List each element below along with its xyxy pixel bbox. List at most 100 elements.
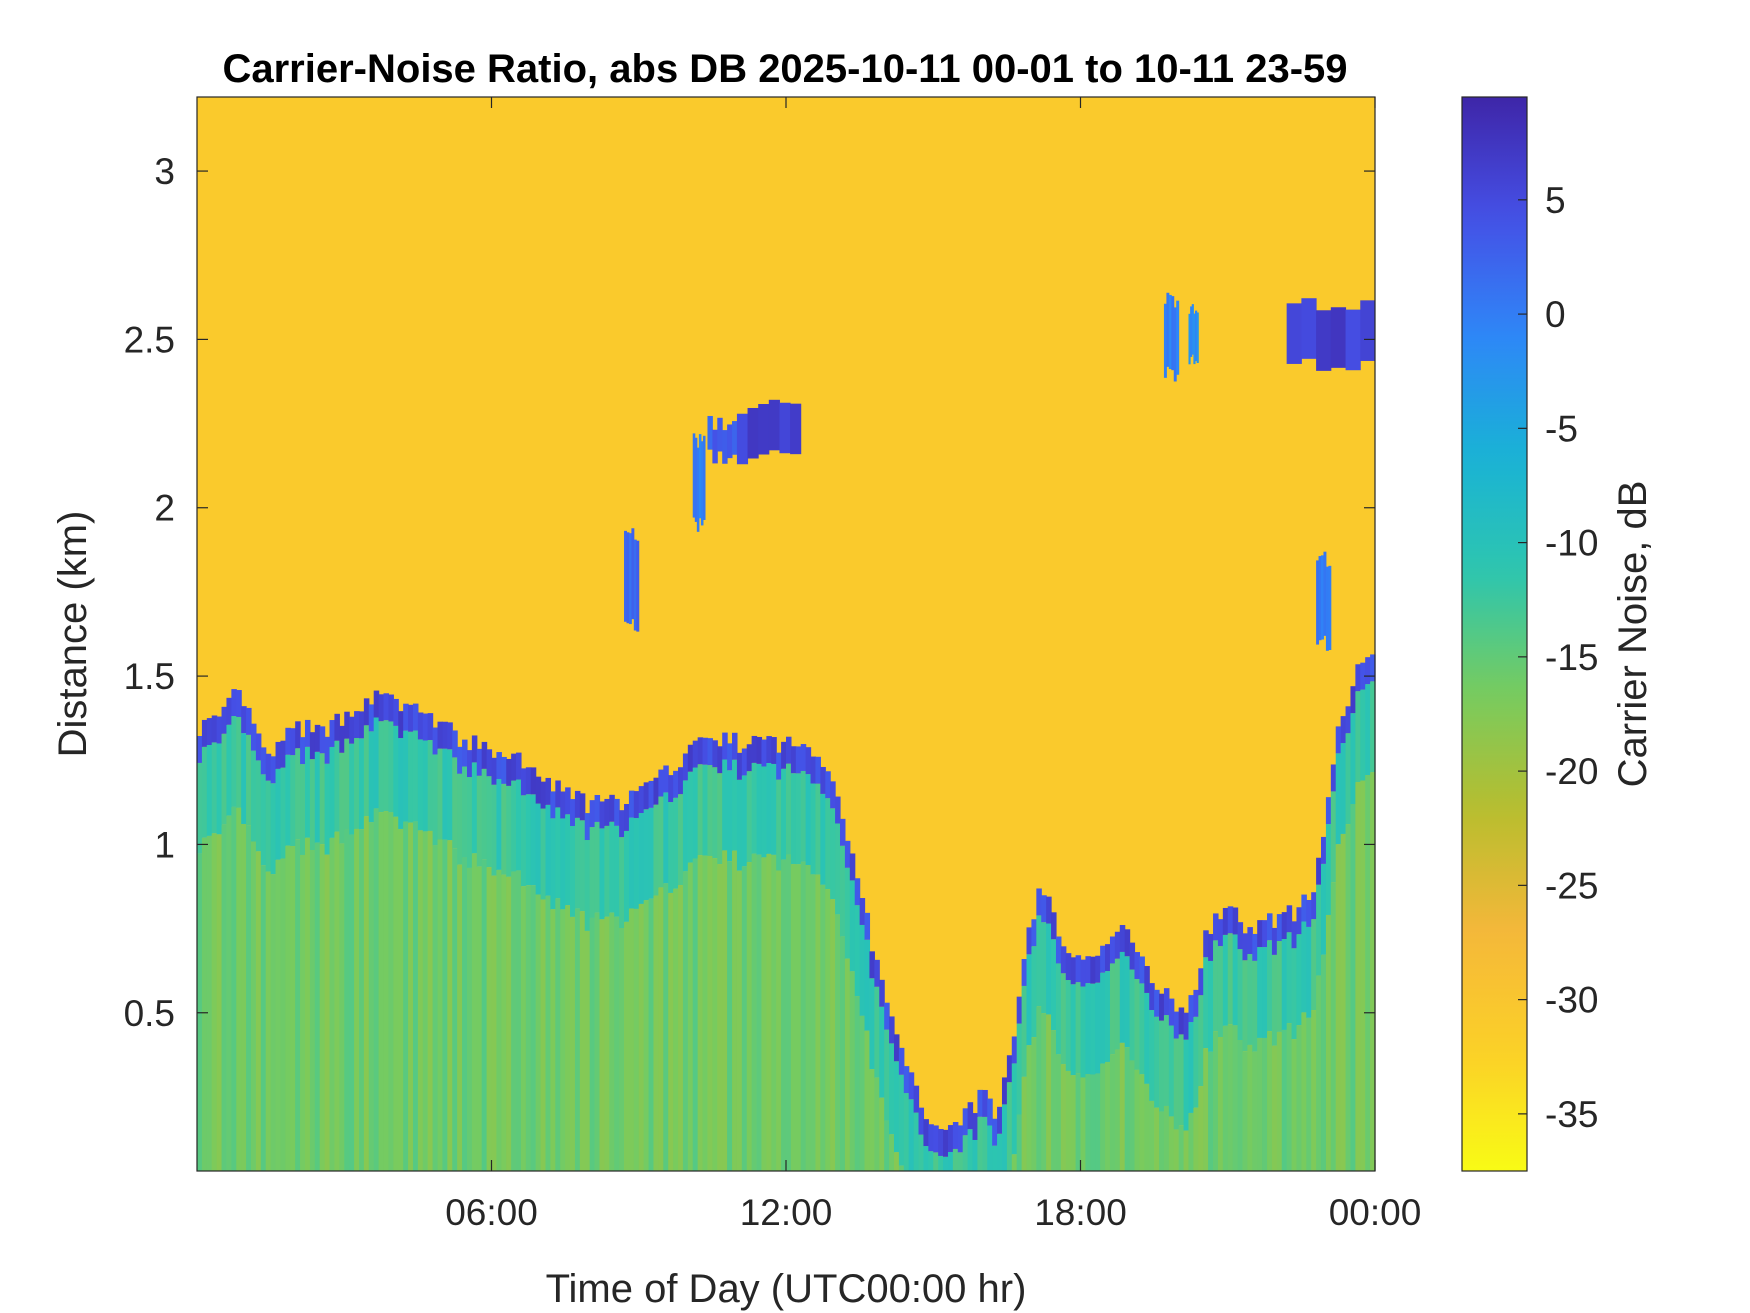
heatmap-cell xyxy=(393,725,399,817)
heatmap-cell xyxy=(471,853,478,1171)
heatmap-cell xyxy=(216,834,223,1171)
heatmap-cell xyxy=(295,839,301,1171)
heatmap-cell xyxy=(938,1155,944,1171)
heatmap-cell xyxy=(1340,743,1347,834)
heatmap-cell xyxy=(295,748,301,840)
heatmap-cell xyxy=(761,739,767,767)
heatmap-cell xyxy=(628,790,635,818)
heatmap-cell xyxy=(373,808,380,1171)
heatmap-cell xyxy=(1090,983,1096,1075)
heatmap-cell xyxy=(378,694,385,722)
heatmap-cell xyxy=(736,752,743,780)
heatmap-cell xyxy=(363,698,370,726)
heatmap-cell xyxy=(1345,733,1352,825)
heatmap-cell xyxy=(800,861,807,1171)
y-axis-label: Distance (km) xyxy=(51,511,95,758)
heatmap-cell xyxy=(732,759,738,851)
heatmap-cell xyxy=(795,746,802,774)
heatmap-cell xyxy=(864,939,871,1031)
heatmap-cell xyxy=(668,892,674,1171)
heatmap-cell xyxy=(324,854,331,1171)
heatmap-cell xyxy=(466,750,473,778)
heatmap-cell xyxy=(619,810,625,838)
heatmap-cell xyxy=(1198,995,1204,1087)
heatmap-feature-4 xyxy=(1166,292,1170,367)
heatmap-cell xyxy=(776,752,782,780)
heatmap-feature-2 xyxy=(790,403,802,455)
heatmap-cell xyxy=(545,777,551,805)
heatmap-cell xyxy=(466,777,473,868)
heatmap-cell xyxy=(403,730,409,822)
heatmap-cell xyxy=(1168,998,1175,1026)
heatmap-cell xyxy=(427,713,434,741)
heatmap-cell xyxy=(1060,1064,1067,1171)
heatmap-cell xyxy=(648,780,655,808)
heatmap-cell xyxy=(663,765,669,793)
heatmap-cell xyxy=(835,796,841,824)
heatmap-cell xyxy=(530,885,537,1171)
heatmap-cell xyxy=(1227,933,1234,1025)
heatmap-cell xyxy=(854,996,861,1171)
heatmap-cell xyxy=(260,774,267,866)
heatmap-cell xyxy=(255,760,262,852)
heatmap-cell xyxy=(633,818,640,909)
heatmap-cell xyxy=(1325,797,1332,825)
heatmap-cell xyxy=(324,736,331,764)
heatmap-cell xyxy=(776,870,782,1171)
heatmap-cell xyxy=(1271,954,1278,1046)
heatmap-cell xyxy=(869,1069,875,1171)
heatmap-cell xyxy=(457,864,463,1171)
heatmap-cell xyxy=(1041,922,1047,1014)
heatmap-cell xyxy=(1026,1045,1033,1171)
heatmap-cell xyxy=(412,703,419,731)
heatmap-cell xyxy=(349,834,355,1171)
y-tick-label: 2.5 xyxy=(124,319,175,360)
heatmap-cell xyxy=(260,747,267,775)
heatmap-cell xyxy=(962,1108,969,1136)
heatmap-cell xyxy=(1124,956,1131,1048)
heatmap-cell xyxy=(560,818,566,910)
x-tick-label: 18:00 xyxy=(1034,1192,1127,1233)
heatmap-cell xyxy=(1321,863,1327,955)
heatmap-feature-5 xyxy=(1195,310,1198,362)
heatmap-cell xyxy=(1139,1074,1145,1171)
heatmap-cell xyxy=(525,885,532,1171)
heatmap-cell xyxy=(874,959,880,987)
heatmap-cell xyxy=(221,824,228,1171)
heatmap-cell xyxy=(1163,1105,1170,1171)
heatmap-cell xyxy=(1257,1037,1263,1171)
heatmap-cell xyxy=(354,711,360,739)
heatmap-cell xyxy=(221,706,228,734)
heatmap-cell xyxy=(1213,1031,1219,1171)
heatmap-cell xyxy=(1217,1036,1224,1171)
heatmap-cell xyxy=(1193,1107,1199,1171)
heatmap-cell xyxy=(1237,1040,1244,1171)
heatmap-cell xyxy=(1242,960,1248,1052)
heatmap-cell xyxy=(1370,772,1376,1171)
heatmap-feature-0 xyxy=(696,447,700,532)
heatmap-cell xyxy=(1237,949,1244,1040)
heatmap-feature-3 xyxy=(628,533,632,625)
heatmap-cell xyxy=(555,780,561,808)
heatmap-cell xyxy=(363,725,370,817)
heatmap-cell xyxy=(1100,945,1106,973)
heatmap-cell xyxy=(614,798,620,826)
heatmap-feature-0 xyxy=(692,433,696,518)
heatmap-cell xyxy=(241,733,247,824)
heatmap-cell xyxy=(1041,1013,1047,1171)
heatmap-cell xyxy=(908,1099,915,1171)
heatmap-cell xyxy=(447,840,453,1171)
heatmap-cell xyxy=(417,739,424,831)
heatmap-cell xyxy=(241,706,247,734)
heatmap-cell xyxy=(1222,907,1229,935)
heatmap-cell xyxy=(324,763,331,855)
heatmap-feature-2 xyxy=(768,399,780,451)
heatmap-cell xyxy=(1129,969,1136,1061)
heatmap-cell xyxy=(697,855,704,1171)
heatmap-cell xyxy=(594,821,601,913)
heatmap-cell xyxy=(1055,963,1062,1055)
heatmap-cell xyxy=(893,1061,900,1153)
heatmap-cell xyxy=(417,712,424,740)
heatmap-cell xyxy=(682,780,689,872)
heatmap-cell xyxy=(1208,934,1214,961)
